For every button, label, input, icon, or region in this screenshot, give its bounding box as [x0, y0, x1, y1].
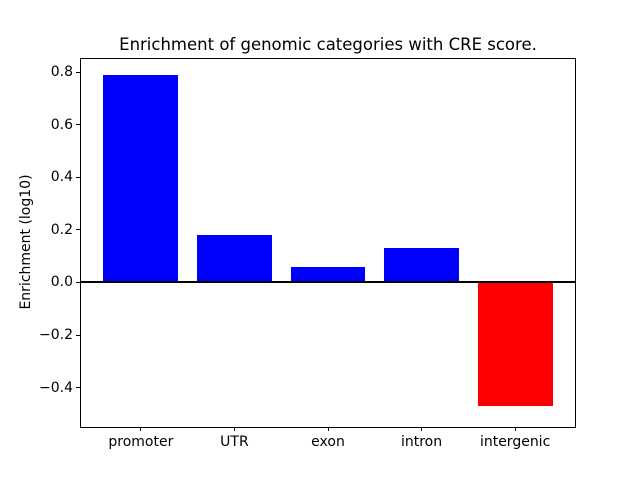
y-tick-mark [76, 387, 80, 389]
x-tick-mark [514, 427, 516, 431]
y-tick-label: 0.2 [50, 221, 73, 238]
x-tick-label-intergenic: intergenic [479, 434, 551, 450]
bar-UTR [197, 235, 272, 283]
y-tick-mark [76, 124, 80, 126]
bar-exon [290, 266, 366, 283]
x-tick-mark [140, 427, 142, 431]
bar-intron [384, 248, 459, 283]
y-tick-label: 0.4 [50, 169, 73, 186]
y-tick-label: 0.6 [50, 116, 73, 133]
y-tick-mark [76, 176, 80, 178]
x-tick-mark [233, 427, 235, 431]
chart-title: Enrichment of genomic categories with CR… [119, 35, 537, 54]
bar-intergenic [477, 282, 553, 406]
y-tick-label: −0.2 [39, 327, 73, 343]
y-tick-label: 0.8 [50, 64, 73, 81]
y-tick-mark [76, 71, 80, 73]
plot-area: 0.8 0.6 0.4 0.2 0.0 −0.2 −0.4 promoter UTR exon i… [39, 58, 576, 449]
x-tick-mark [421, 427, 423, 431]
bar-promoter [103, 74, 179, 283]
y-tick-mark [76, 229, 80, 231]
zero-line [81, 281, 575, 284]
x-tick-mark [327, 427, 329, 431]
x-tick-label-exon: exon [311, 434, 345, 450]
y-tick-mark [76, 281, 80, 283]
y-tick-label: −0.4 [39, 379, 73, 396]
y-tick-label: 0.0 [50, 274, 73, 291]
x-tick-label-intron: intron [400, 434, 443, 450]
x-tick-label-promoter: promoter [108, 434, 174, 450]
x-tick-label-UTR: UTR [220, 434, 249, 450]
y-axis-label: Enrichment (log10) [18, 174, 34, 310]
y-tick-mark [76, 334, 80, 336]
